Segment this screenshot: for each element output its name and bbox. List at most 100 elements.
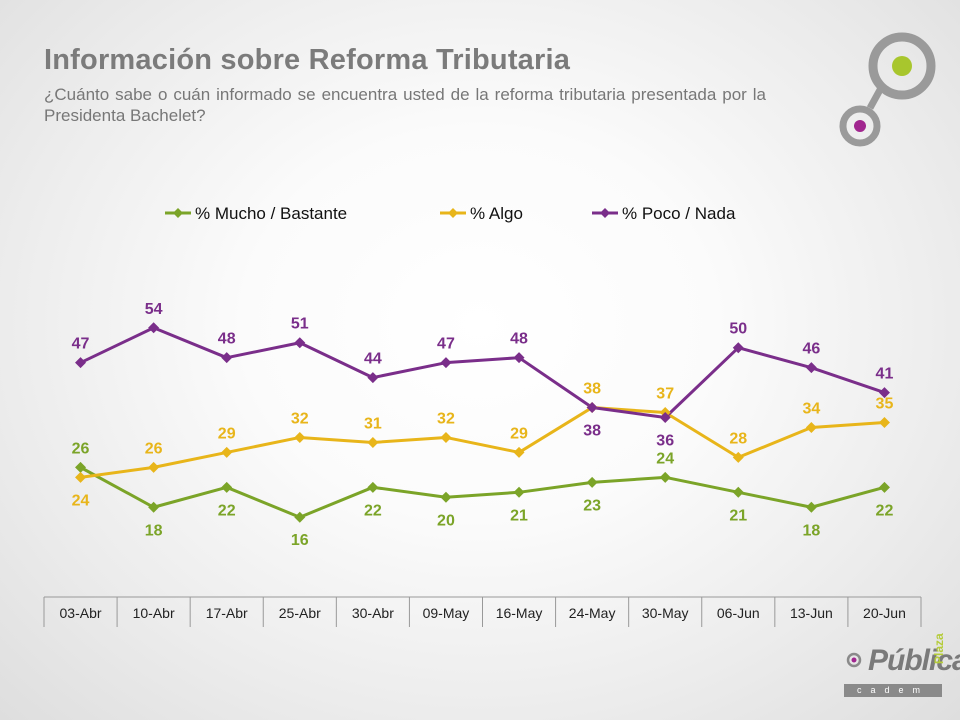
data-label-mucho: 18 — [145, 522, 163, 539]
series-line-poco — [79, 326, 885, 420]
legend-label-mucho: % Mucho / Bastante — [195, 204, 347, 223]
series-markers — [75, 322, 890, 523]
data-point-poco — [294, 337, 306, 349]
data-point-poco — [878, 387, 890, 399]
data-point-algo — [148, 461, 160, 473]
data-label-poco: 36 — [656, 433, 674, 450]
data-label-mucho: 22 — [876, 502, 894, 519]
x-axis: 03-Abr 10-Abr 17-Abr 25-Abr 30-Abr 09-May 16-M… — [43, 596, 922, 627]
data-point-algo — [294, 431, 306, 443]
data-point-poco — [148, 322, 160, 334]
data-label-poco: 38 — [583, 423, 601, 440]
data-label-algo: 35 — [876, 396, 894, 413]
data-point-algo — [513, 446, 525, 458]
data-label-mucho: 20 — [437, 512, 455, 529]
brand-name: Pública — [868, 644, 960, 677]
data-point-mucho — [440, 491, 452, 503]
brand-sub: cadem — [844, 684, 942, 697]
page-title: Información sobre Reforma Tributaria — [44, 44, 571, 76]
data-label-poco: 54 — [145, 301, 163, 318]
legend-label-poco: % Poco / Nada — [622, 204, 736, 223]
data-point-poco — [440, 357, 452, 369]
data-label-algo: 31 — [364, 415, 382, 432]
data-label-poco: 47 — [437, 336, 455, 353]
legend-marker-mucho — [173, 208, 183, 218]
series-line-mucho — [79, 466, 885, 519]
plaza-publica-cadem-logo: Pública Plaza cadem — [840, 633, 960, 700]
data-point-mucho — [294, 511, 306, 523]
x-tick-label: 06-Jun — [717, 605, 760, 621]
data-label-algo: 32 — [291, 410, 309, 427]
data-point-mucho — [513, 486, 525, 498]
x-tick-label: 30-May — [642, 605, 689, 621]
data-point-algo — [75, 471, 87, 483]
data-point-algo — [367, 436, 379, 448]
data-point-poco — [805, 362, 817, 374]
legend-label-algo: % Algo — [470, 204, 523, 223]
data-label-algo: 34 — [802, 400, 820, 417]
x-tick-label: 13-Jun — [790, 605, 833, 621]
data-label-algo: 26 — [145, 440, 163, 457]
data-point-mucho — [878, 481, 890, 493]
data-label-algo: 28 — [729, 430, 747, 447]
data-label-mucho: 22 — [364, 502, 382, 519]
legend-marker-algo — [448, 208, 458, 218]
series-lines — [79, 326, 885, 519]
data-label-poco: 46 — [802, 341, 820, 358]
data-labels: 26 18 22 16 22 20 21 23 24 21 18 22 24 26 29 32 31 32 29 38… — [72, 301, 894, 549]
data-point-mucho — [732, 486, 744, 498]
data-point-poco — [221, 352, 233, 364]
data-label-poco: 44 — [364, 351, 382, 368]
data-point-mucho — [148, 501, 160, 513]
legend-marker-poco — [600, 208, 610, 218]
series-line-algo — [80, 406, 885, 479]
data-point-algo — [732, 451, 744, 463]
data-label-poco: 48 — [510, 331, 528, 348]
data-point-mucho — [659, 471, 671, 483]
x-tick-label: 30-Abr — [352, 605, 394, 621]
x-tick-label: 17-Abr — [206, 605, 248, 621]
data-point-mucho — [221, 481, 233, 493]
data-label-mucho: 18 — [802, 522, 820, 539]
data-point-algo — [440, 431, 452, 443]
x-tick-label: 24-May — [569, 605, 616, 621]
data-label-poco: 48 — [218, 331, 236, 348]
data-point-poco — [659, 412, 671, 424]
x-tick-label: 16-May — [496, 605, 543, 621]
data-label-algo: 29 — [510, 425, 528, 442]
data-point-mucho — [586, 476, 598, 488]
data-point-poco — [75, 357, 87, 369]
data-label-algo: 29 — [218, 425, 236, 442]
data-point-poco — [586, 402, 598, 414]
data-label-mucho: 21 — [729, 507, 747, 524]
data-point-poco — [367, 372, 379, 384]
data-label-mucho: 24 — [656, 450, 674, 467]
data-point-poco — [513, 352, 525, 364]
chart-legend: % Mucho / Bastante % Algo % Poco / Nada — [165, 204, 736, 223]
data-point-algo — [805, 421, 817, 433]
cadem-logo-mark — [839, 32, 936, 147]
brand-tag: Plaza — [932, 633, 946, 664]
data-label-mucho: 21 — [510, 507, 528, 524]
data-label-poco: 41 — [876, 366, 894, 383]
x-tick-label: 10-Abr — [133, 605, 175, 621]
data-label-poco: 50 — [729, 321, 747, 338]
data-label-algo: 32 — [437, 410, 455, 427]
page-subtitle: ¿Cuánto sabe o cuán informado se encuent… — [44, 85, 766, 125]
data-label-poco: 47 — [72, 336, 90, 353]
data-label-mucho: 26 — [72, 440, 90, 457]
x-tick-label: 25-Abr — [279, 605, 321, 621]
data-point-mucho — [367, 481, 379, 493]
x-tick-label: 20-Jun — [863, 605, 906, 621]
data-label-mucho: 22 — [218, 502, 236, 519]
data-point-algo — [878, 417, 890, 428]
data-point-mucho — [75, 461, 87, 473]
brand-dot-icon — [846, 652, 862, 668]
data-label-algo: 38 — [583, 381, 601, 398]
x-tick-label: 09-May — [423, 605, 470, 621]
x-tick-label: 03-Abr — [60, 605, 102, 621]
data-point-mucho — [805, 501, 817, 513]
data-label-poco: 51 — [291, 316, 309, 333]
data-label-algo: 24 — [72, 492, 90, 509]
data-label-mucho: 16 — [291, 532, 309, 549]
